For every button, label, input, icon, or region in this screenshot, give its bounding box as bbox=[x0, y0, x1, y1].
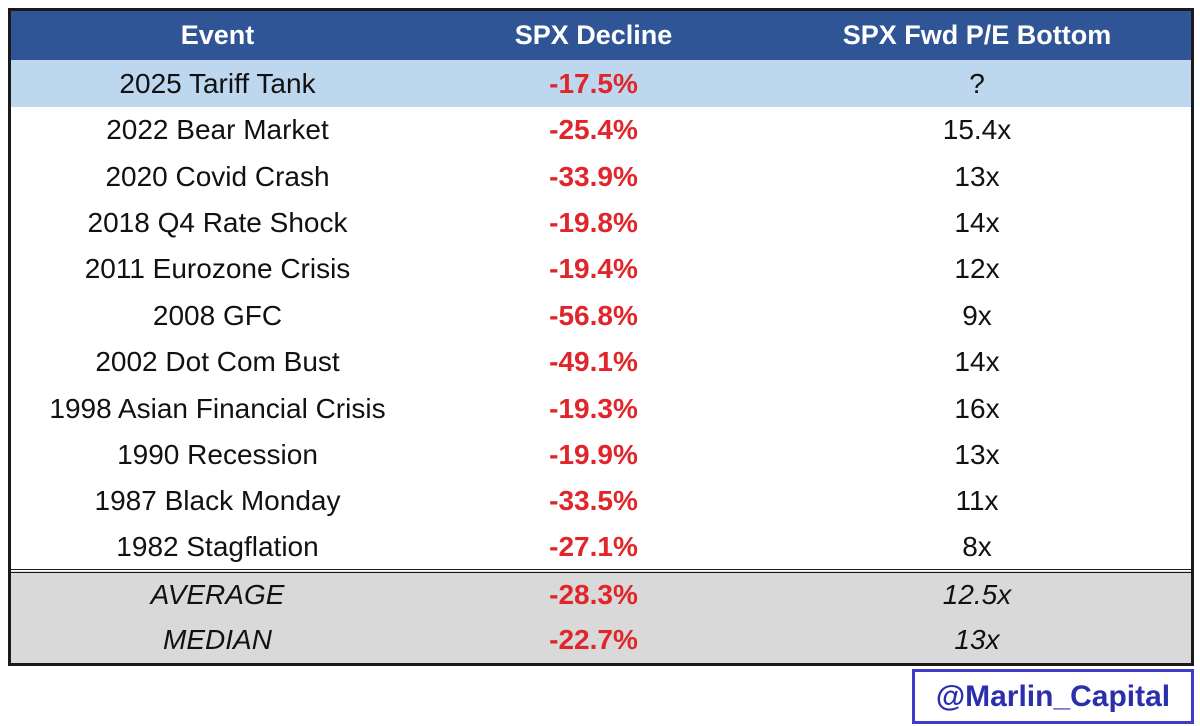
decline-cell: -49.1% bbox=[549, 346, 638, 378]
event-cell: 1982 Stagflation bbox=[116, 530, 319, 562]
column-header-fwd-pe-bottom: SPX Fwd P/E Bottom bbox=[763, 11, 1191, 60]
decline-cell: -33.9% bbox=[549, 160, 638, 192]
pe-cell: 14x bbox=[954, 346, 1000, 378]
summary-pe-cell: 12.5x bbox=[763, 568, 1191, 617]
summary-row: MEDIAN -22.7% 13x bbox=[11, 616, 1191, 663]
table-row: 1987 Black Monday -33.5% 11x bbox=[11, 478, 1191, 524]
event-cell: 2018 Q4 Rate Shock bbox=[87, 206, 348, 238]
events-table-container: Event SPX Decline SPX Fwd P/E Bottom 202… bbox=[8, 8, 1194, 666]
event-cell: 1990 Recession bbox=[117, 438, 318, 470]
decline-cell: -33.5% bbox=[549, 485, 638, 517]
event-cell: 2025 Tariff Tank bbox=[11, 60, 424, 107]
table-row: 2020 Covid Crash -33.9% 13x bbox=[11, 153, 1191, 199]
pe-cell: ? bbox=[763, 60, 1191, 107]
pe-cell: 16x bbox=[954, 392, 1000, 424]
decline-cell: -17.5% bbox=[424, 60, 763, 107]
column-header-event: Event bbox=[11, 11, 424, 60]
summary-row: AVERAGE -28.3% 12.5x bbox=[11, 568, 1191, 617]
summary-decline-cell: -28.3% bbox=[424, 568, 763, 617]
table-row: 2025 Tariff Tank -17.5%? bbox=[11, 60, 1191, 107]
table-row: 1998 Asian Financial Crisis -19.3% 16x bbox=[11, 385, 1191, 431]
pe-cell: 15.4x bbox=[942, 114, 1012, 146]
decline-cell: -27.1% bbox=[549, 530, 638, 562]
table-row: 2018 Q4 Rate Shock -19.8% 14x bbox=[11, 200, 1191, 246]
table-row: 1982 Stagflation -27.1% 8x bbox=[11, 525, 1191, 571]
decline-cell: -19.8% bbox=[549, 206, 638, 238]
column-header-spx-decline: SPX Decline bbox=[424, 11, 763, 60]
table-row: 2002 Dot Com Bust -49.1% 14x bbox=[11, 339, 1191, 385]
pe-cell: 9x bbox=[962, 299, 992, 331]
header-row: Event SPX Decline SPX Fwd P/E Bottom bbox=[11, 11, 1191, 60]
event-cell: 1998 Asian Financial Crisis bbox=[49, 392, 386, 424]
event-cell: 2022 Bear Market bbox=[106, 114, 329, 146]
decline-cell: -19.3% bbox=[549, 392, 638, 424]
summary-label-cell: MEDIAN bbox=[11, 616, 424, 663]
event-cell: 2011 Eurozone Crisis bbox=[84, 253, 351, 285]
pe-cell: 13x bbox=[954, 438, 1000, 470]
watermark-badge: @Marlin_Capital bbox=[912, 669, 1194, 724]
pe-cell: 12x bbox=[954, 253, 1000, 285]
pe-cell: 13x bbox=[954, 160, 1000, 192]
pe-cell: 8x bbox=[962, 530, 992, 562]
table-row: 2022 Bear Market -25.4% 15.4x bbox=[11, 107, 1191, 153]
event-cell: 2020 Covid Crash bbox=[105, 160, 330, 192]
event-cell: 2002 Dot Com Bust bbox=[95, 346, 340, 378]
pe-cell: 11x bbox=[955, 485, 999, 517]
summary-label-cell: AVERAGE bbox=[11, 568, 424, 617]
events-body: 2025 Tariff Tank -17.5%? 2022 Bear Market -… bbox=[11, 60, 1191, 571]
pe-cell: 14x bbox=[954, 206, 1000, 238]
events-table: Event SPX Decline SPX Fwd P/E Bottom 202… bbox=[11, 11, 1191, 663]
decline-cell: -19.4% bbox=[549, 253, 638, 285]
table-row: 2008 GFC -56.8% 9x bbox=[11, 293, 1191, 339]
decline-cell: -56.8% bbox=[549, 299, 638, 331]
decline-cell: -25.4% bbox=[549, 114, 638, 146]
table-row: 1990 Recession -19.9% 13x bbox=[11, 432, 1191, 478]
event-cell: 2008 GFC bbox=[152, 299, 283, 331]
decline-cell: -19.9% bbox=[549, 438, 638, 470]
event-cell: 1987 Black Monday bbox=[94, 485, 341, 517]
summary-pe-cell: 13x bbox=[763, 616, 1191, 663]
table-row: 2011 Eurozone Crisis -19.4% 12x bbox=[11, 246, 1191, 292]
summary-body: AVERAGE -28.3% 12.5x MEDIAN -22.7% 13x bbox=[11, 568, 1191, 663]
summary-decline-cell: -22.7% bbox=[424, 616, 763, 663]
